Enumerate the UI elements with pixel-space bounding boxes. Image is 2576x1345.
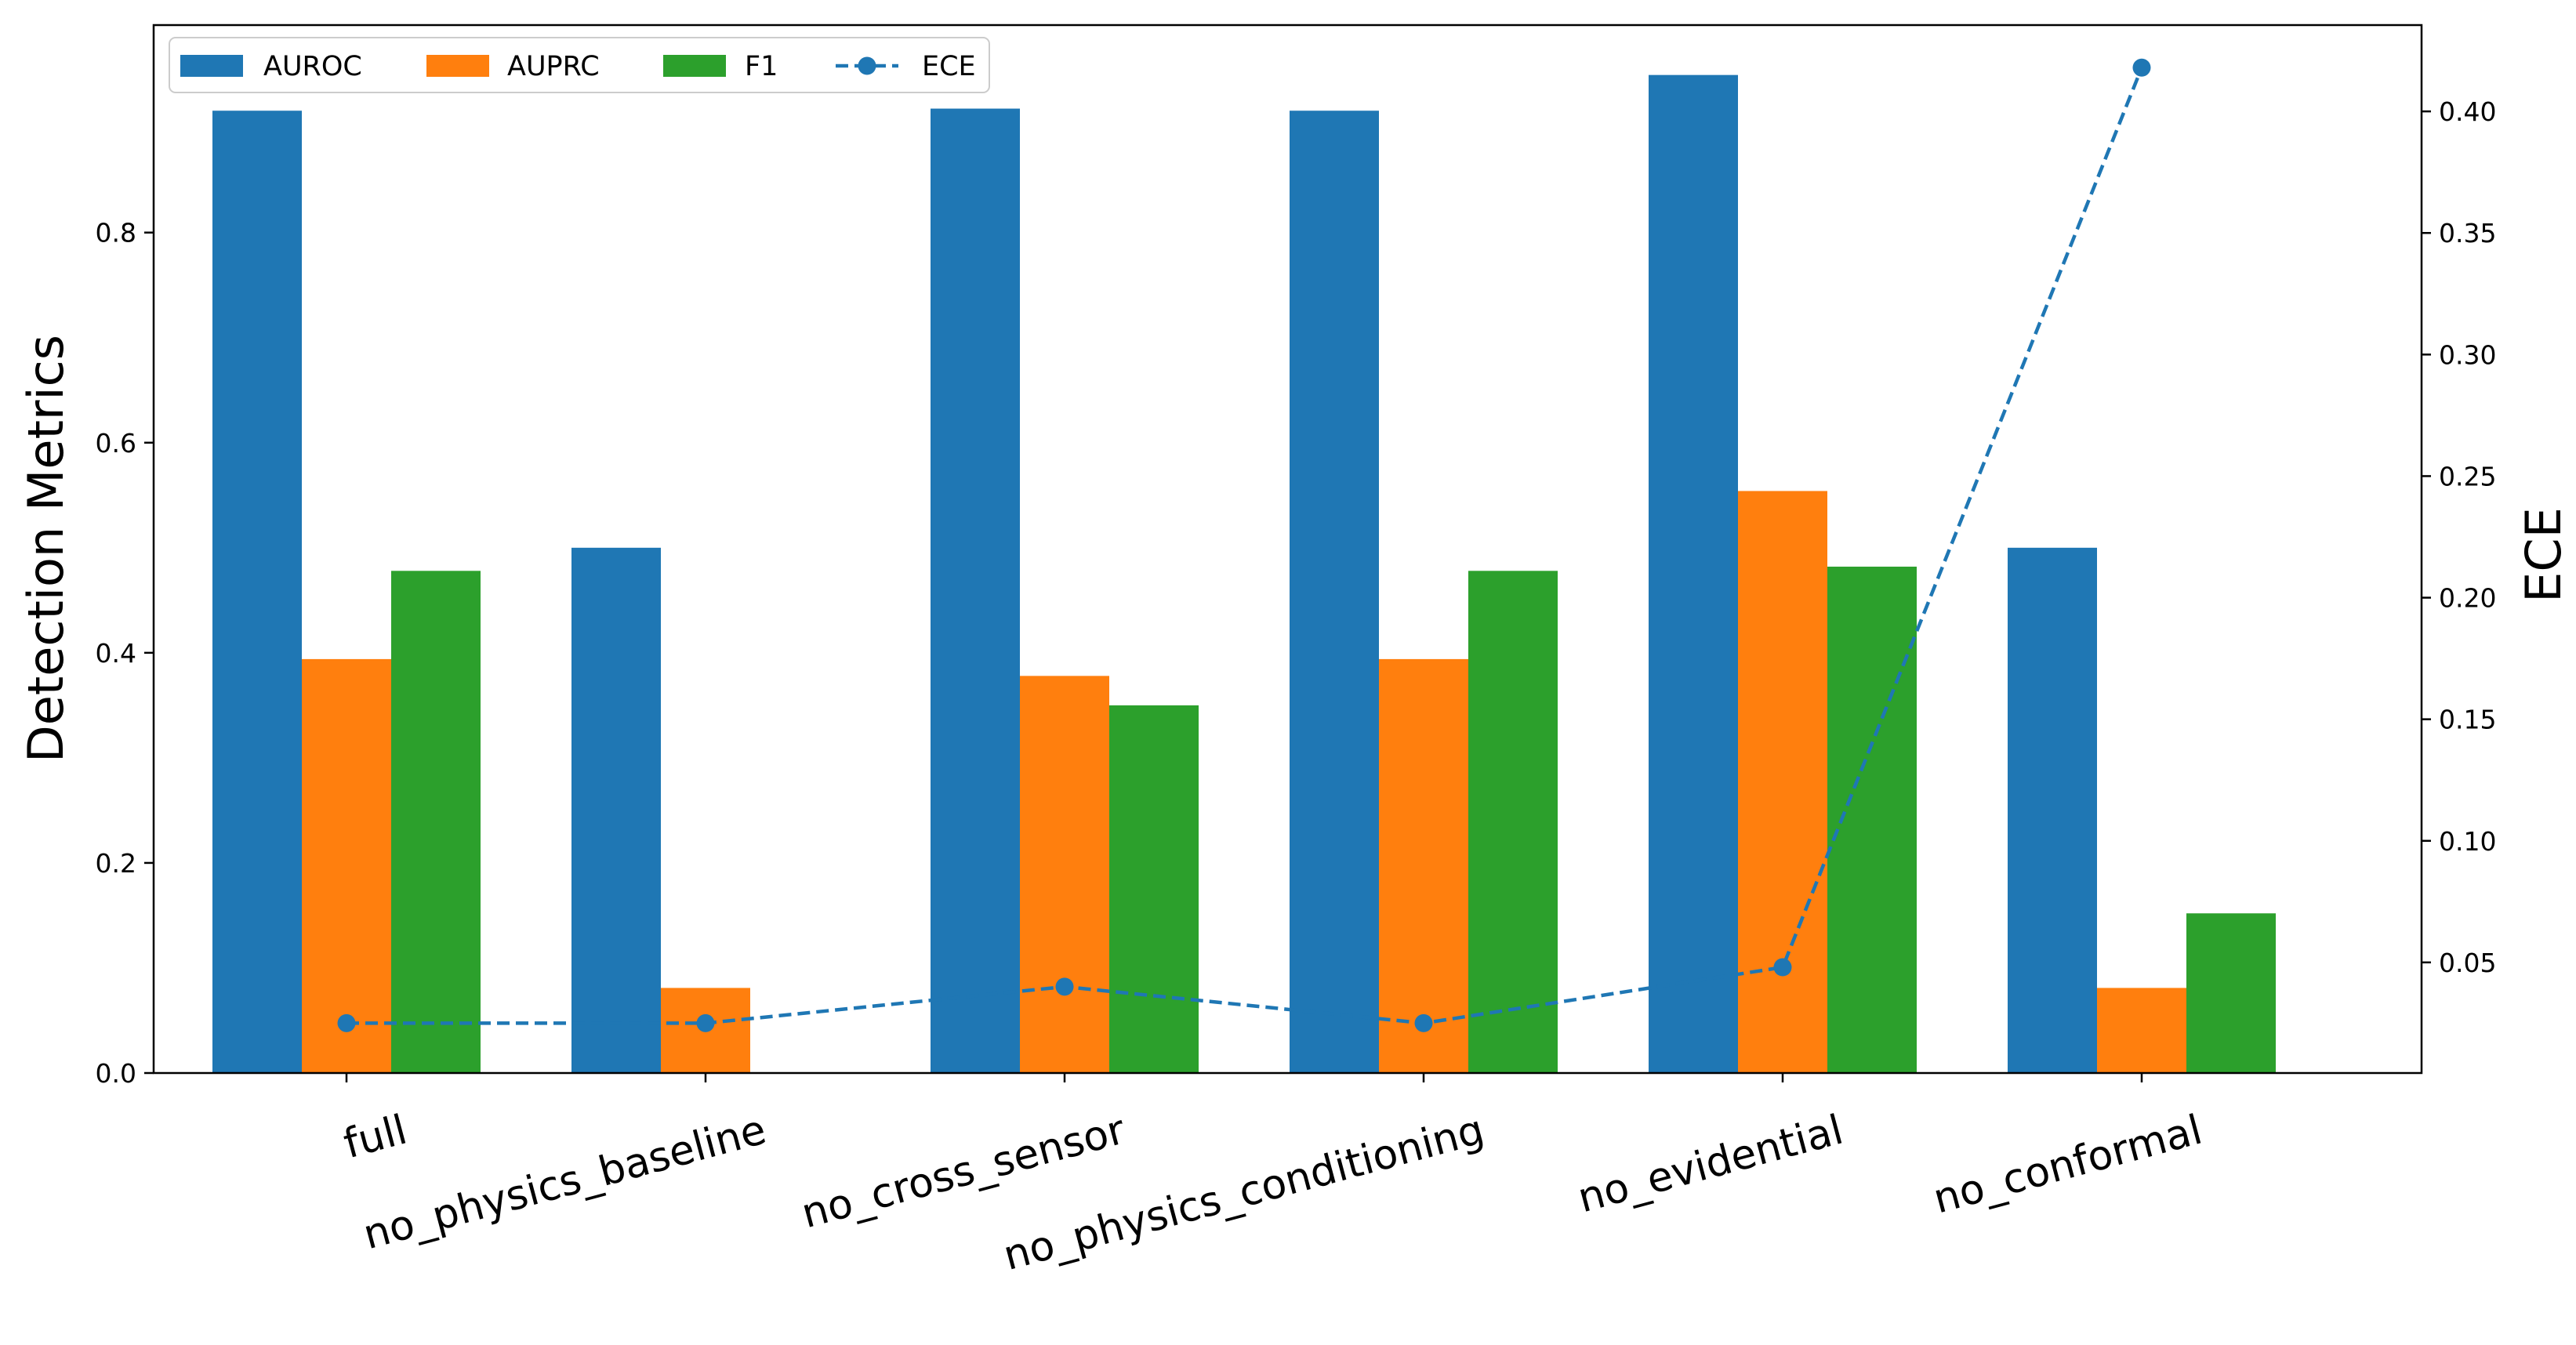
left-tick-label: 0.6	[96, 428, 136, 459]
ece-line	[346, 67, 2144, 1025]
left-axis: 0.0 0.2 0.4 0.6 0.8	[96, 218, 154, 1089]
ece-point-full	[337, 1013, 356, 1032]
bar-auprc-no_physics_conditioning	[1379, 658, 1468, 1073]
right-tick-label: 0.20	[2439, 583, 2496, 614]
bar-auprc-full	[302, 658, 391, 1073]
x-tick-label-no_conformal: no_conformal	[1928, 1107, 2207, 1224]
ece-point-no_physics_conditioning	[1414, 1013, 1433, 1032]
legend: AUROC AUPRC F1 ECE	[169, 37, 990, 93]
y-axis-title-left: Detection Metrics	[17, 335, 74, 763]
legend-swatch-auroc	[180, 55, 243, 77]
plot-frame	[152, 24, 2423, 1075]
legend-label-f1: F1	[745, 51, 778, 82]
bar-f1-no_cross_sensor	[1109, 705, 1199, 1073]
bar-auroc-no_physics_baseline	[571, 547, 661, 1073]
bar-f1-no_physics_conditioning	[1468, 571, 1558, 1073]
bar-auroc-no_cross_sensor	[931, 108, 1020, 1074]
left-tick-label: 0.4	[96, 638, 136, 669]
ece-point-no_physics_baseline	[696, 1013, 715, 1032]
right-tick-label: 0.10	[2439, 826, 2496, 857]
bar-auroc-no_evidential	[1649, 74, 1738, 1074]
bar-auprc-no_cross_sensor	[1020, 676, 1109, 1073]
left-tick-label: 0.0	[96, 1058, 136, 1089]
legend-label-auprc: AUPRC	[507, 51, 600, 82]
bar-auroc-full	[212, 111, 302, 1073]
left-tick-label: 0.8	[96, 218, 136, 248]
right-tick-label: 0.35	[2439, 218, 2496, 248]
legend-swatch-ece-marker	[858, 56, 876, 75]
bar-auroc-no_physics_conditioning	[1290, 111, 1379, 1073]
bar-auroc-no_conformal	[2008, 547, 2097, 1073]
legend-label-ece: ECE	[922, 51, 976, 82]
bar-f1-no_conformal	[2186, 913, 2276, 1073]
legend-swatch-f1	[663, 55, 726, 77]
legend-label-auroc: AUROC	[263, 51, 362, 82]
x-tick-label-full: full	[339, 1107, 412, 1169]
bar-auprc-no_evidential	[1738, 491, 1827, 1073]
legend-swatch-auprc	[426, 55, 489, 77]
bars-layer	[212, 74, 2276, 1074]
legend-box	[169, 37, 990, 93]
right-tick-label: 0.25	[2439, 461, 2496, 491]
left-tick-label: 0.2	[96, 848, 136, 879]
ece-point-no_conformal	[2132, 58, 2151, 77]
ece-point-no_evidential	[1773, 958, 1792, 977]
right-tick-label: 0.15	[2439, 705, 2496, 735]
ece-line-layer	[337, 58, 2151, 1032]
right-tick-label: 0.30	[2439, 339, 2496, 370]
x-tick-label-no_evidential: no_evidential	[1573, 1107, 1849, 1223]
bar-auprc-no_conformal	[2097, 988, 2186, 1073]
right-tick-label: 0.40	[2439, 96, 2496, 127]
x-tick-label-no_physics_baseline: no_physics_baseline	[358, 1107, 771, 1260]
ece-point-no_cross_sensor	[1055, 977, 1074, 996]
right-axis: 0.05 0.10 0.15 0.20 0.25 0.30 0.35 0.40	[2422, 96, 2496, 978]
y-axis-title-right: ECE	[2515, 507, 2572, 603]
bar-f1-full	[391, 571, 481, 1073]
right-tick-label: 0.05	[2439, 948, 2496, 978]
